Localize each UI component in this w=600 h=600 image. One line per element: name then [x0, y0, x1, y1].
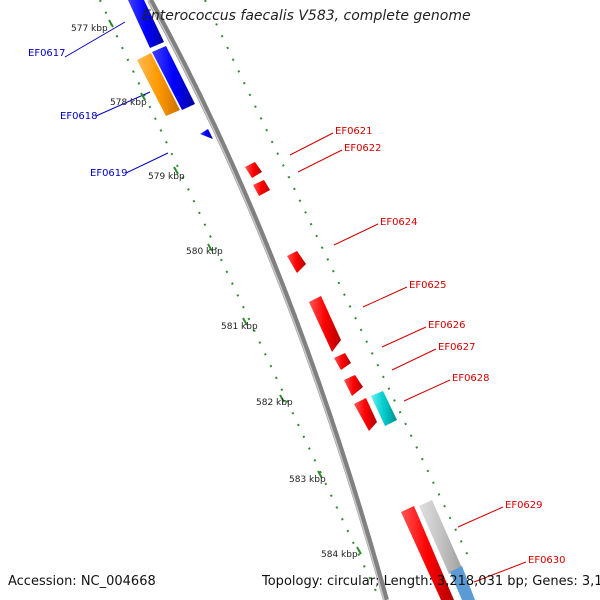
gene-label-EF0621[interactable]: EF0621 — [335, 126, 373, 137]
tick-label: 578 kbp — [110, 98, 147, 108]
genome-backbone-highlight — [147, 0, 385, 600]
accession-text: Accession: NC_004668 — [8, 574, 156, 589]
gene-label-EF0629[interactable]: EF0629 — [505, 500, 543, 511]
gene-EF0624-arrow[interactable] — [287, 251, 306, 273]
genome-summary-text: Topology: circular; Length: 3,218,031 bp… — [262, 574, 600, 589]
ruler-tick-marks — [108, 19, 362, 555]
gene-label-EF0619[interactable]: EF0619 — [90, 168, 128, 179]
gene-label-EF0630[interactable]: EF0630 — [528, 555, 566, 566]
tick-label: 584 kbp — [321, 550, 358, 560]
gene-light-blue-arrow[interactable] — [450, 566, 475, 600]
gene-gray-arrow[interactable] — [419, 500, 462, 574]
gene-label-EF0618[interactable]: EF0618 — [60, 111, 98, 122]
gene-EF0622-arrow[interactable] — [253, 180, 270, 196]
gene-label-EF0625[interactable]: EF0625 — [409, 280, 447, 291]
inner-dotted-track — [99, 0, 381, 600]
gene-EF0628-arrow[interactable] — [354, 398, 377, 431]
tick-label: 579 kbp — [148, 172, 185, 182]
tick-label: 582 kbp — [256, 398, 293, 408]
gene-cyan-arrow[interactable] — [371, 391, 397, 426]
gene-features-forward — [245, 162, 475, 600]
gene-EF0621-arrow[interactable] — [245, 162, 262, 178]
gene-EF0625-arrow[interactable] — [309, 296, 341, 352]
gene-label-leaders — [64, 21, 527, 583]
tick-label: 583 kbp — [289, 475, 326, 485]
gene-features-reverse — [128, 0, 213, 139]
gene-label-EF0617[interactable]: EF0617 — [28, 48, 66, 59]
gene-labels-reverse: EF0617 EF0618 EF0619 — [28, 48, 128, 179]
tick-label: 577 kbp — [71, 24, 108, 34]
gene-labels-forward: EF0621 EF0622 EF0624 EF0625 EF0626 EF062… — [335, 126, 566, 566]
gene-orange-arrow[interactable] — [137, 53, 180, 116]
tick-label: 580 kbp — [186, 247, 223, 257]
gene-label-EF0626[interactable]: EF0626 — [428, 320, 466, 331]
gene-label-EF0628[interactable]: EF0628 — [452, 373, 490, 384]
gene-label-EF0622[interactable]: EF0622 — [344, 143, 382, 154]
genome-title: Enterococcus faecalis V583, complete gen… — [142, 8, 471, 24]
gene-EF0629-arrow[interactable] — [401, 506, 454, 600]
gene-EF0618-arrow[interactable] — [152, 46, 195, 110]
gene-EF0617-arrow[interactable] — [128, 0, 164, 48]
gene-label-EF0627[interactable]: EF0627 — [438, 342, 476, 353]
tick-label: 581 kbp — [221, 322, 258, 332]
gene-EF0619-arrow[interactable] — [200, 129, 213, 139]
ruler-labels: 577 kbp 578 kbp 579 kbp 580 kbp 581 kbp … — [71, 24, 358, 560]
genome-backbone — [147, 0, 389, 600]
gene-label-EF0624[interactable]: EF0624 — [380, 217, 418, 228]
gene-EF0626-arrow[interactable] — [334, 353, 351, 370]
gene-EF0627-arrow[interactable] — [344, 375, 363, 396]
